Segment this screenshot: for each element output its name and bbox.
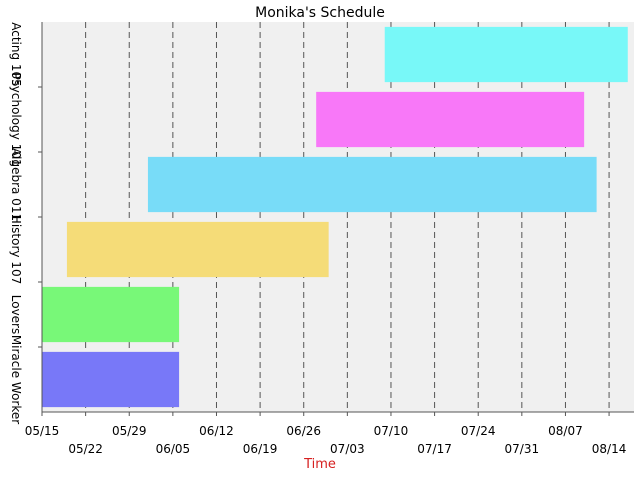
x-tick-label: 07/17 (417, 442, 452, 456)
plot-area (42, 22, 634, 412)
x-tick-label: 06/19 (243, 442, 278, 456)
x-tick-label: 06/05 (156, 442, 191, 456)
x-tick-label: 08/07 (548, 424, 583, 438)
task-bar (66, 221, 329, 278)
x-tick-labels: 05/15 05/22 05/29 06/05 06/12 06/19 06/26 07/03… (25, 424, 627, 456)
task-bar (384, 26, 628, 83)
task-bar (147, 156, 597, 213)
task-bar (316, 91, 585, 148)
x-tick-label: 06/26 (286, 424, 321, 438)
category-label: Miracle Worker (9, 335, 23, 424)
task-bar (42, 286, 180, 343)
x-tick-label: 07/10 (374, 424, 409, 438)
category-label: History 107 (9, 215, 23, 284)
x-axis-label: Time (303, 457, 336, 472)
x-tick-label: 06/12 (199, 424, 234, 438)
task-bars (42, 26, 628, 408)
x-tick-label: 05/15 (25, 424, 60, 438)
category-label: Acting 105 (9, 22, 23, 87)
x-tick-label: 07/24 (461, 424, 496, 438)
category-label: Algebra 011 (9, 148, 23, 221)
category-label: Psychology 101 (9, 72, 23, 166)
gridlines (85, 22, 610, 412)
axes (38, 22, 634, 416)
x-tick-label: 07/03 (330, 442, 365, 456)
x-tick-label: 05/29 (112, 424, 147, 438)
chart-title: Monika's Schedule (255, 5, 385, 21)
category-label: Lovers (9, 295, 23, 335)
task-bar (42, 351, 180, 408)
x-tick-label: 08/14 (592, 442, 627, 456)
x-tick-label: 07/31 (505, 442, 540, 456)
x-tick-label: 05/22 (68, 442, 103, 456)
